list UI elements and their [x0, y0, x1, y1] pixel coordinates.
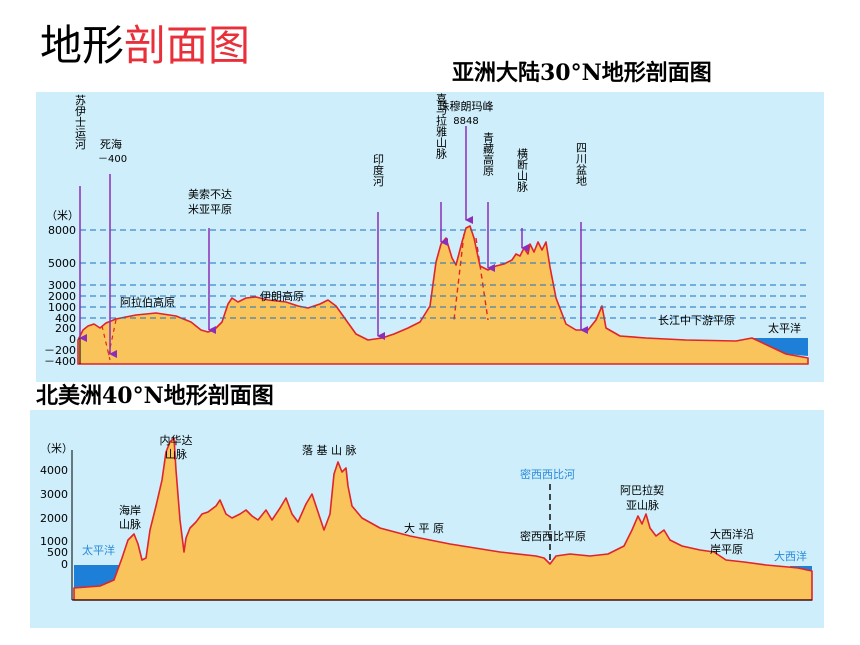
- label-everest-value: 8848: [453, 116, 478, 127]
- asia-tick-neg400: －400: [44, 355, 76, 368]
- na-label-atlantic: 大西洋: [774, 549, 807, 563]
- na-profile-panel: （米） 4000 3000 2000 1000 500 0 太平洋 海岸 山脉 …: [30, 410, 824, 628]
- na-profile-title: 北美洲40°N地形剖面图: [36, 383, 274, 409]
- na-y-ticks: 4000 3000 2000 1000 500 0: [40, 464, 68, 571]
- na-tick-4000: 4000: [40, 464, 68, 477]
- na-tick-2000: 2000: [40, 512, 68, 525]
- asia-root-line-right: [475, 237, 489, 321]
- char: 苏伊士运河: [74, 94, 87, 149]
- na-label-atl-2: 岸平原: [710, 543, 743, 556]
- na-label-coast-1: 海岸: [119, 503, 141, 517]
- label-everest-name: 珠穆朗玛峰: [439, 99, 494, 113]
- na-label-pacific: 太平洋: [82, 543, 115, 557]
- asia-pacific-water: [752, 338, 808, 356]
- asia-elevation-guides: [80, 229, 808, 319]
- na-tick-3000: 3000: [40, 488, 68, 501]
- na-profile-svg: （米） 4000 3000 2000 1000 500 0 太平洋 海岸 山脉 …: [30, 410, 824, 628]
- asia-deadsea-dash: [101, 325, 111, 361]
- label-indus: 印度河: [372, 153, 385, 186]
- asia-tick-neg200: －200: [44, 344, 76, 357]
- na-label-appal-2: 亚山脉: [626, 498, 659, 512]
- label-pacific: 太平洋: [768, 321, 801, 335]
- na-tick-1000: 1000: [40, 535, 68, 548]
- label-deadsea-value: －400: [98, 154, 127, 165]
- title-plain: 地形: [40, 21, 125, 70]
- label-iranian: 伊朗高原: [260, 289, 304, 303]
- na-label-atl-1: 大西洋沿: [710, 527, 754, 541]
- na-label-nevada-2: 山脉: [165, 447, 187, 461]
- na-label-great-plains: 大 平 原: [404, 521, 444, 535]
- label-tibet: 青藏高原: [482, 132, 495, 176]
- asia-tick-400: 400: [55, 312, 76, 325]
- na-unit: （米）: [40, 442, 73, 455]
- na-label-miss-plain: 密西西比平原: [520, 529, 586, 543]
- label-yangtze: 长江中下游平原: [658, 314, 735, 327]
- label-deadsea-name: 死海: [100, 137, 122, 151]
- label-arabian: 阿拉伯高原: [120, 295, 175, 309]
- na-label-miss-river: 密西西比河: [520, 467, 575, 481]
- asia-tick-5000: 5000: [48, 257, 76, 270]
- label-meso-1: 美索不达: [188, 187, 232, 201]
- asia-tick-1000: 1000: [48, 301, 76, 314]
- label-sichuan: 四川盆地: [575, 142, 588, 186]
- na-tick-500: 500: [47, 546, 68, 559]
- label-suez: 苏伊士运河: [74, 94, 87, 149]
- label-hengduan: 横断山脉: [516, 147, 529, 192]
- asia-tick-200: 200: [55, 322, 76, 335]
- asia-profile-title: 亚洲大陆30°N地形剖面图: [452, 60, 712, 86]
- asia-tick-3000: 3000: [48, 279, 76, 292]
- title-accent: 剖面图: [124, 21, 251, 70]
- na-label-coast-2: 山脉: [119, 517, 141, 531]
- asia-profile-panel: （米） 8000 5000 3000 2000 1000 400 200 0 －…: [36, 92, 824, 382]
- asia-root-line-left: [453, 233, 465, 321]
- asia-profile-svg: （米） 8000 5000 3000 2000 1000 400 200 0 －…: [36, 92, 824, 382]
- asia-y-ticks: 8000 5000 3000 2000 1000 400 200 0 －200 …: [44, 224, 76, 368]
- page-title: 地形剖面图: [40, 18, 250, 74]
- na-tick-0: 0: [61, 558, 68, 571]
- asia-arrows: [79, 126, 588, 358]
- label-himalaya: 喜马拉雅山脉: [435, 93, 448, 159]
- label-meso-2: 米亚平原: [188, 203, 232, 216]
- asia-tick-8000: 8000: [48, 224, 76, 237]
- na-label-appal-1: 阿巴拉契: [620, 483, 664, 497]
- asia-unit: （米）: [46, 209, 79, 222]
- na-land-profile: [73, 437, 813, 601]
- na-label-rocky: 落 基 山 脉: [302, 443, 357, 457]
- asia-tick-0: 0: [69, 333, 76, 346]
- na-label-nevada-1: 内华达: [160, 433, 193, 447]
- asia-tick-2000: 2000: [48, 290, 76, 303]
